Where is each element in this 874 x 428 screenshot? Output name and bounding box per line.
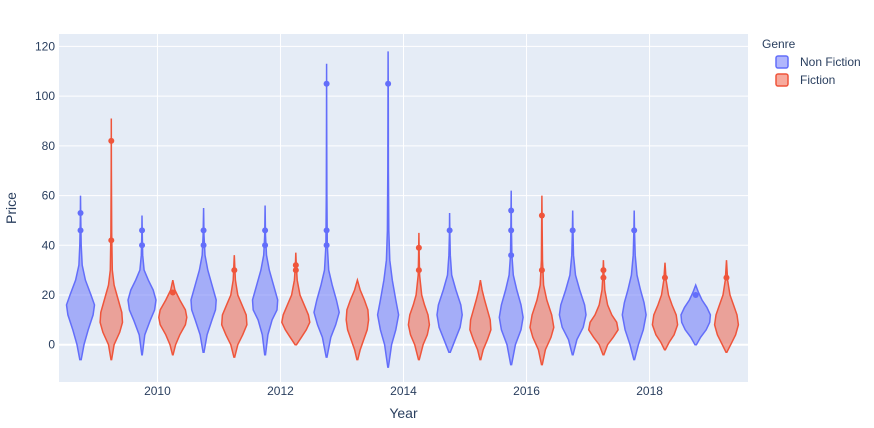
- outlier-point[interactable]: [415, 244, 422, 251]
- y-tick-label: 0: [48, 338, 55, 352]
- legend-label: Fiction: [800, 73, 835, 87]
- outlier-point[interactable]: [508, 227, 515, 234]
- outlier-point[interactable]: [538, 267, 545, 274]
- outlier-point[interactable]: [262, 242, 269, 249]
- series-non-fiction: [65, 51, 712, 368]
- outlier-point[interactable]: [292, 262, 299, 269]
- outlier-point[interactable]: [77, 209, 84, 216]
- legend-item[interactable]: Non Fiction: [775, 55, 861, 69]
- x-tick-label: 2012: [267, 384, 294, 398]
- violin-2015[interactable]: [436, 212, 463, 353]
- y-tick-label: 120: [35, 39, 55, 53]
- outlier-point[interactable]: [631, 227, 638, 234]
- legend[interactable]: Genre Non Fiction Fiction: [762, 37, 861, 87]
- outlier-point[interactable]: [723, 274, 730, 281]
- violin-2014[interactable]: [376, 51, 400, 368]
- outlier-point[interactable]: [415, 267, 422, 274]
- legend-title: Genre: [762, 37, 796, 51]
- y-axis-title: Price: [3, 192, 19, 224]
- outlier-point[interactable]: [692, 292, 699, 298]
- outlier-point[interactable]: [139, 227, 146, 234]
- violin-2009[interactable]: [65, 195, 96, 361]
- y-tick-label: 40: [42, 238, 56, 252]
- legend-items[interactable]: Non Fiction Fiction: [775, 55, 861, 87]
- x-tick-label: 2014: [390, 384, 417, 398]
- outlier-point[interactable]: [600, 267, 607, 274]
- legend-swatch: [775, 73, 789, 87]
- outlier-point[interactable]: [231, 267, 238, 274]
- outlier-point[interactable]: [262, 227, 269, 234]
- outlier-point[interactable]: [385, 80, 392, 87]
- y-tick-label: 80: [42, 139, 56, 153]
- outlier-point[interactable]: [200, 227, 207, 234]
- outlier-point[interactable]: [446, 227, 453, 234]
- x-axis-ticks: 2010 2012 2014 2016 2018: [144, 384, 663, 398]
- legend-swatch: [775, 55, 789, 69]
- violin-2010[interactable]: [127, 215, 157, 356]
- violin-2013[interactable]: [345, 277, 370, 361]
- outlier-point[interactable]: [292, 267, 299, 274]
- violin-2011[interactable]: [190, 207, 217, 353]
- outlier-point[interactable]: [508, 207, 515, 214]
- violin-2010[interactable]: [158, 279, 188, 356]
- series-fiction: [99, 118, 740, 366]
- x-axis-title: Year: [389, 405, 418, 421]
- outlier-point[interactable]: [108, 237, 115, 244]
- legend-label: Non Fiction: [800, 55, 861, 69]
- violin-2019[interactable]: [713, 260, 740, 353]
- outlier-point[interactable]: [139, 242, 146, 249]
- violin-2018[interactable]: [651, 262, 679, 351]
- outlier-point[interactable]: [538, 212, 545, 219]
- outlier-point[interactable]: [323, 242, 330, 249]
- violin-2018[interactable]: [621, 210, 647, 361]
- outlier-point[interactable]: [200, 242, 207, 249]
- y-tick-label: 100: [35, 89, 55, 103]
- violin-2012[interactable]: [281, 252, 311, 346]
- violin-2014[interactable]: [407, 232, 431, 361]
- x-tick-label: 2016: [513, 384, 540, 398]
- outlier-point[interactable]: [323, 80, 330, 87]
- x-tick-label: 2010: [144, 384, 171, 398]
- y-tick-label: 20: [42, 288, 56, 302]
- violin-2015[interactable]: [469, 279, 492, 361]
- outlier-point[interactable]: [77, 227, 84, 234]
- outlier-point[interactable]: [169, 289, 176, 296]
- violin-2019[interactable]: [680, 282, 712, 346]
- violins: [65, 51, 740, 368]
- outlier-point[interactable]: [661, 274, 668, 281]
- outlier-point[interactable]: [569, 227, 576, 234]
- y-tick-label: 60: [42, 189, 56, 203]
- violin-2013[interactable]: [313, 63, 340, 358]
- outlier-point[interactable]: [108, 137, 115, 144]
- y-axis-ticks: 0 20 40 60 80 100 120: [35, 39, 55, 351]
- violin-2012[interactable]: [251, 205, 279, 356]
- outlier-point[interactable]: [600, 274, 607, 281]
- outlier-point[interactable]: [508, 252, 515, 259]
- x-tick-label: 2018: [636, 384, 663, 398]
- outlier-point[interactable]: [323, 227, 330, 234]
- violin-2017[interactable]: [558, 210, 587, 356]
- legend-item[interactable]: Fiction: [775, 73, 835, 87]
